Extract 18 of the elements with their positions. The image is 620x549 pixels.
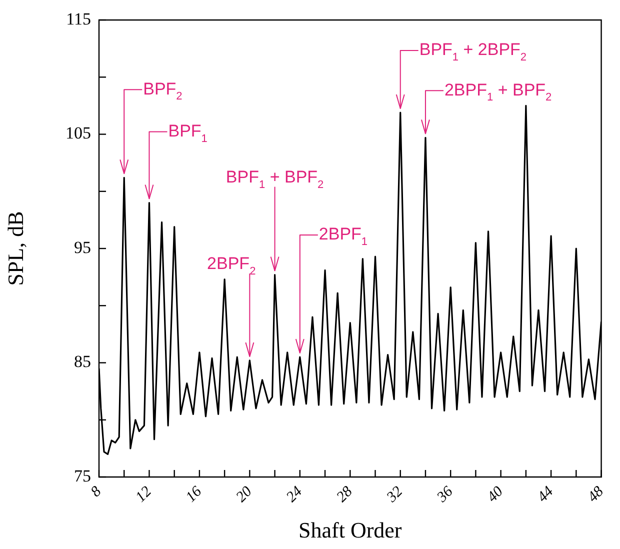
y-tick-label: 85 <box>74 352 91 372</box>
y-tick-label: 75 <box>74 466 91 486</box>
y-tick-label: 105 <box>66 124 91 143</box>
x-tick-label: 8 <box>88 483 105 500</box>
y-axis-title: SPL, dB <box>2 211 28 286</box>
y-tick-label: 115 <box>66 9 91 28</box>
x-tick-label: 28 <box>334 483 356 506</box>
y-tick-label: 95 <box>74 238 91 257</box>
x-tick-label: 36 <box>434 483 457 506</box>
x-tick-label: 44 <box>534 483 558 506</box>
x-tick-label: 40 <box>484 483 507 506</box>
x-tick-label: 20 <box>233 483 256 506</box>
x-tick-label: 32 <box>383 483 406 506</box>
x-tick-label: 48 <box>584 483 608 506</box>
x-axis-title: Shaft Order <box>298 518 402 543</box>
x-tick-label: 12 <box>132 483 156 506</box>
x-tick-label: 24 <box>284 483 306 506</box>
x-tick-label: 16 <box>183 483 206 506</box>
